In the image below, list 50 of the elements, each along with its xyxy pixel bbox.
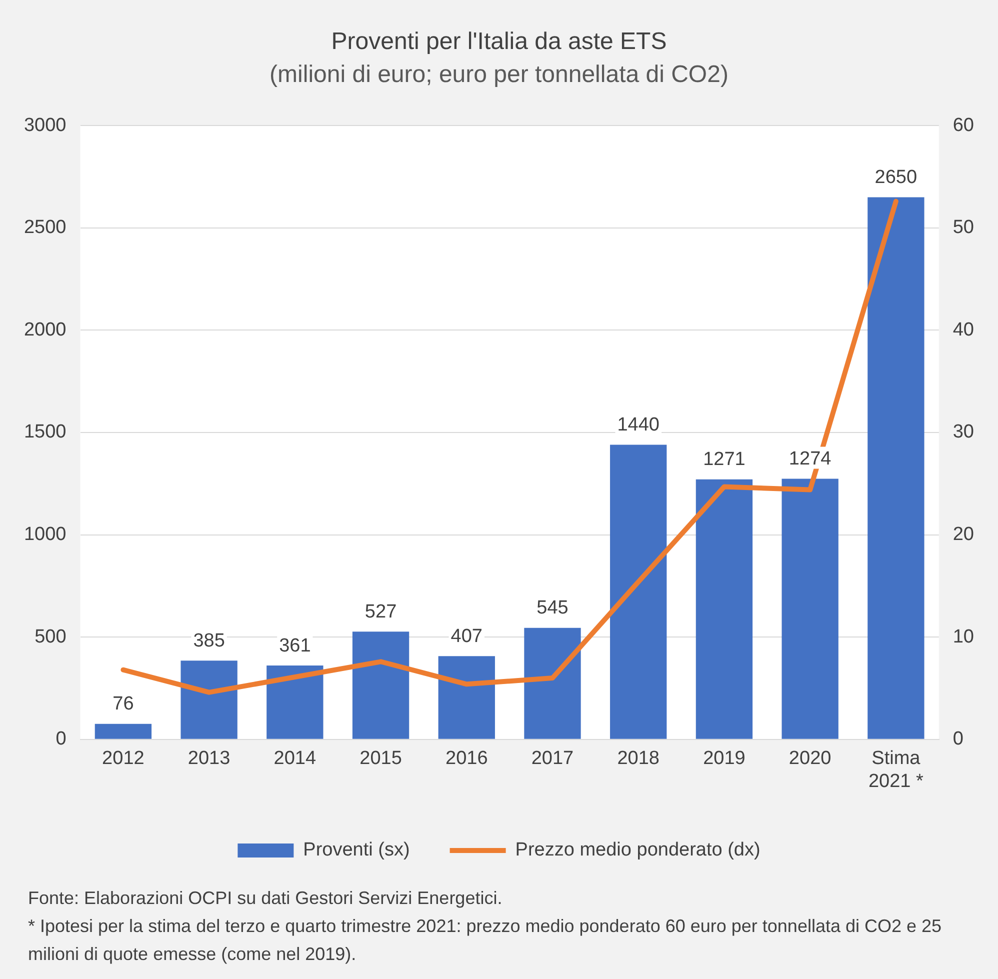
bar: [438, 656, 495, 739]
bar: [868, 197, 924, 739]
bar: [782, 478, 838, 739]
y-tick-label: 1000: [24, 524, 66, 546]
data-label: 527: [364, 601, 397, 622]
bar: [610, 444, 667, 739]
x-tick-label: 2012: [102, 748, 144, 770]
bar: [266, 666, 324, 739]
data-label: 2650: [874, 166, 918, 188]
y-tick-label: 1500: [24, 422, 66, 443]
y-tick-label: 2000: [24, 319, 66, 340]
data-label: 407: [450, 626, 482, 647]
x-tick-label: 2017: [531, 748, 574, 770]
x-tick-label: 2013: [188, 748, 230, 770]
x-tick-label: Stima 2021 *: [868, 748, 924, 792]
data-label: 1274: [788, 448, 832, 470]
data-label: 545: [536, 598, 568, 619]
bar: [180, 660, 238, 739]
y2-tick-label: 40: [952, 319, 974, 340]
y-tick-label: 2500: [24, 217, 66, 238]
y-tick-label: 500: [34, 626, 66, 648]
legend-label: Prezzo medio ponderato (dx): [515, 840, 760, 861]
x-tick-label: 2019: [703, 748, 746, 770]
x-tick-label: 2015: [360, 748, 402, 770]
y-tick-label: 3000: [24, 114, 66, 136]
bar: [94, 724, 152, 739]
source-note: Fonte: Elaborazioni OCPI su dati Gestori Servizi Energetici.: [28, 887, 504, 910]
bar: [352, 632, 410, 739]
y2-tick-label: 10: [952, 626, 974, 648]
data-label: 1440: [617, 414, 660, 436]
y2-tick-label: 30: [952, 422, 974, 443]
data-label: 1271: [703, 449, 746, 470]
y2-tick-label: 0: [952, 728, 964, 750]
chart-subtitle: (milioni di euro; euro per tonnellata di CO2): [270, 60, 728, 88]
data-label: 361: [279, 635, 311, 656]
data-label: 385: [193, 630, 225, 652]
data-label: 76: [112, 694, 134, 715]
x-tick-label: 2014: [274, 748, 316, 770]
x-tick-label: 2018: [617, 748, 660, 770]
y2-tick-label: 20: [952, 524, 974, 546]
y2-tick-label: 60: [952, 114, 974, 136]
bar: [524, 628, 581, 739]
x-tick-label: 2016: [445, 748, 488, 770]
legend-label: Proventi (sx): [303, 840, 410, 861]
x-tick-label: 2020: [788, 748, 832, 770]
bar: [696, 479, 753, 739]
text: * Ipotesi per la stima del terzo e quarto trimestre 2021: prezzo medio ponderato 60 euro per tonnellata di CO2 e 25 milioni di quote emesse (come nel 2019).: [28, 915, 943, 966]
y2-tick-label: 50: [952, 217, 974, 238]
y-tick-label: 0: [56, 728, 66, 750]
chart-title: Proventi per l'Italia da aste ETS: [331, 28, 667, 56]
